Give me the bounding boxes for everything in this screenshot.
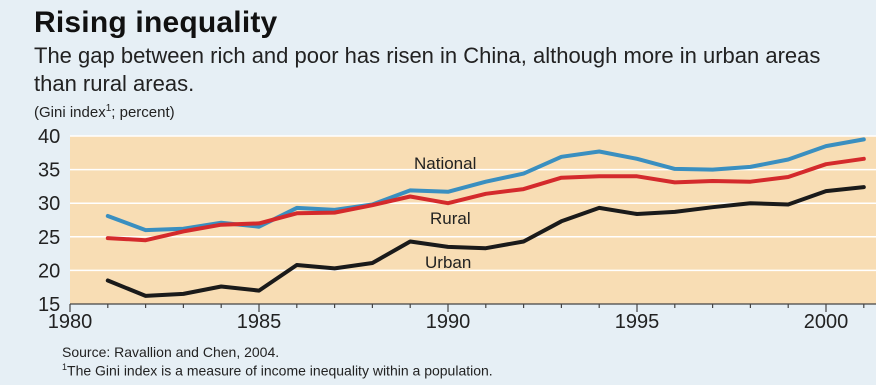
x-axis: 1980 1985 1990 1995 2000 <box>48 303 876 333</box>
series-label-national: National <box>414 154 476 173</box>
chart-subtitle: The gap between rich and poor has risen … <box>34 43 821 96</box>
y-axis-ticks: 15 20 25 30 35 40 <box>38 126 60 316</box>
x-tick-label: 1980 <box>48 311 93 333</box>
plot-background <box>70 136 876 304</box>
gridlines <box>70 135 876 272</box>
y-tick-label: 25 <box>38 227 60 249</box>
series-labels: National Rural Urban <box>414 154 476 272</box>
unit-label-suffix: ; percent) <box>111 104 175 121</box>
x-tick-label: 2000 <box>804 311 849 333</box>
unit-label-text: (Gini index <box>34 104 106 121</box>
x-tick-label: 1995 <box>615 311 660 333</box>
unit-label: (Gini index1; percent) <box>34 103 175 121</box>
series-label-urban: Urban <box>425 253 471 272</box>
x-tick-label: 1985 <box>237 311 282 333</box>
y-tick-label: 35 <box>38 160 60 182</box>
footnote-text: The Gini index is a measure of income in… <box>67 362 493 379</box>
series-line-rural <box>105 156 866 243</box>
y-tick-label: 15 <box>38 294 60 316</box>
series-label-rural: Rural <box>430 209 471 228</box>
series-line-urban <box>105 185 866 298</box>
unit-label-sup: 1 <box>105 103 112 114</box>
y-tick-label: 30 <box>38 193 60 215</box>
footnote: 1The Gini index is a measure of income i… <box>62 362 493 379</box>
x-tick-label: 1990 <box>426 311 471 333</box>
y-tick-label: 20 <box>38 260 60 282</box>
chart-title: Rising inequality <box>34 6 278 39</box>
source-note: Source: Ravallion and Chen, 2004. <box>62 344 280 360</box>
footnote-mark: 1 <box>62 362 68 372</box>
y-tick-label: 40 <box>38 126 60 148</box>
series-lines <box>105 137 866 298</box>
